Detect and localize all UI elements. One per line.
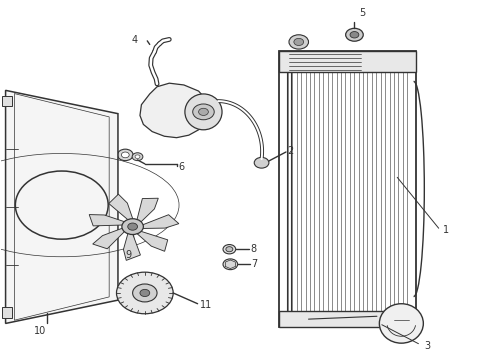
Circle shape — [122, 219, 144, 234]
Polygon shape — [123, 233, 141, 260]
Circle shape — [350, 32, 359, 38]
Text: 9: 9 — [125, 250, 131, 260]
Polygon shape — [93, 228, 125, 249]
Circle shape — [193, 104, 214, 120]
Polygon shape — [5, 90, 118, 323]
Ellipse shape — [379, 304, 423, 343]
Text: 10: 10 — [34, 326, 46, 336]
Text: 4: 4 — [132, 35, 138, 45]
Text: 5: 5 — [359, 8, 366, 18]
Circle shape — [133, 284, 157, 302]
Text: 3: 3 — [425, 341, 431, 351]
Circle shape — [122, 152, 129, 158]
Text: 11: 11 — [200, 300, 212, 310]
Text: 7: 7 — [251, 259, 257, 269]
Text: 8: 8 — [250, 244, 256, 254]
Circle shape — [223, 244, 236, 254]
Bar — [1, 307, 12, 318]
Text: 2: 2 — [288, 146, 294, 156]
Polygon shape — [137, 198, 158, 222]
Circle shape — [128, 223, 138, 230]
Circle shape — [118, 149, 133, 161]
Circle shape — [226, 247, 233, 252]
Circle shape — [254, 157, 269, 168]
Polygon shape — [137, 231, 168, 251]
Bar — [1, 96, 12, 107]
Circle shape — [198, 108, 208, 116]
Polygon shape — [140, 83, 211, 138]
Polygon shape — [142, 215, 179, 229]
Bar — [279, 51, 416, 327]
Circle shape — [117, 272, 173, 314]
Bar — [279, 51, 416, 72]
Circle shape — [289, 35, 309, 49]
Circle shape — [294, 39, 304, 45]
Text: 6: 6 — [178, 162, 184, 172]
Polygon shape — [109, 194, 133, 220]
Ellipse shape — [185, 94, 222, 130]
Text: 1: 1 — [443, 225, 449, 235]
Circle shape — [135, 155, 140, 158]
Bar — [279, 311, 416, 327]
Circle shape — [223, 259, 238, 270]
Polygon shape — [89, 215, 125, 226]
Circle shape — [345, 28, 363, 41]
Circle shape — [132, 153, 143, 161]
Circle shape — [140, 289, 150, 297]
